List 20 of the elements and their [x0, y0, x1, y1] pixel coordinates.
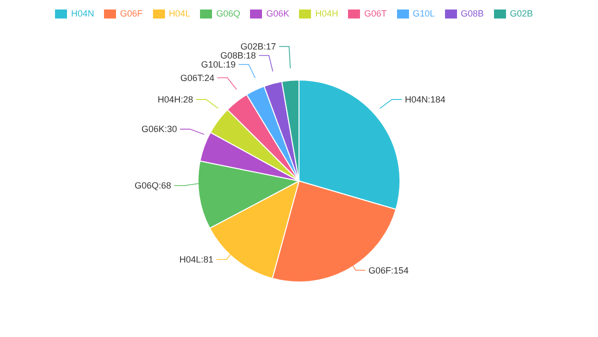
data-label: H04H:28 — [158, 94, 194, 104]
legend-label: G06Q — [216, 8, 240, 18]
legend-label: G02B — [510, 8, 533, 18]
data-label: H04N:184 — [404, 94, 446, 104]
legend-label: G06T — [364, 8, 387, 18]
data-label: G10L:19 — [201, 59, 236, 70]
data-label: G06T:24 — [180, 72, 214, 83]
data-label: G06K:30 — [142, 124, 178, 134]
legend-label: G10L — [412, 8, 435, 18]
data-label: G06Q:68 — [134, 180, 172, 191]
data-label: G06F:154 — [368, 265, 409, 276]
data-label: G02B:17 — [240, 41, 276, 52]
legend-label: G06K — [266, 8, 290, 18]
data-label: G08B:18 — [220, 50, 256, 60]
legend-label: H04L — [168, 8, 190, 18]
data-label: H04L:81 — [179, 254, 214, 265]
legend-label: G06F — [120, 8, 143, 18]
legend-label: H04N — [71, 8, 94, 18]
legend-label: H04H — [315, 8, 338, 18]
legend-label: G08B — [460, 8, 484, 18]
